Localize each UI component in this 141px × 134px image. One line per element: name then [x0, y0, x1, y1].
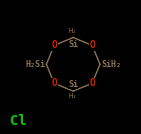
Text: O: O	[89, 78, 95, 88]
Text: Si: Si	[68, 80, 78, 89]
Text: Cl: Cl	[10, 114, 27, 128]
Text: H₂Si: H₂Si	[25, 60, 45, 69]
Text: Si: Si	[68, 40, 78, 49]
Text: O: O	[51, 78, 57, 88]
Text: SiH₂: SiH₂	[101, 60, 121, 69]
Text: O: O	[89, 40, 95, 50]
Text: H₂: H₂	[69, 93, 77, 99]
Text: O: O	[51, 40, 57, 50]
Text: H₂: H₂	[69, 28, 77, 34]
